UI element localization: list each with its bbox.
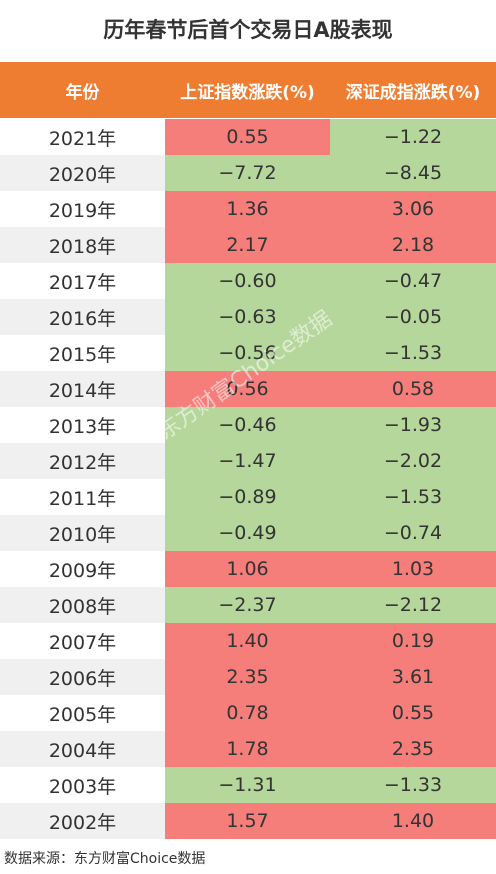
year-cell: 2013年 — [0, 407, 165, 443]
table-row: 2002年 1.57 1.40 — [0, 803, 496, 839]
value-cell: 0.19 — [330, 623, 496, 659]
value-cell: −2.12 — [330, 587, 496, 623]
value-cell: 1.78 — [165, 731, 330, 767]
value-cell: −0.56 — [165, 335, 330, 371]
value-cell: 0.58 — [330, 371, 496, 407]
table-row: 2016年 −0.63 −0.05 — [0, 299, 496, 335]
value-cell: 0.56 — [165, 371, 330, 407]
value-cell: −7.72 — [165, 155, 330, 191]
value-cell: −0.74 — [330, 515, 496, 551]
table-row: 2014年 0.56 0.58 — [0, 371, 496, 407]
value-cell: 0.55 — [330, 695, 496, 731]
table: 年份 上证指数涨跌(%) 深证成指涨跌(%) 2021年 0.55 −1.22 2020年 −… — [0, 62, 496, 839]
year-cell: 2008年 — [0, 587, 165, 623]
value-cell: 0.55 — [165, 119, 330, 155]
header-cell: 深证成指涨跌(%) — [330, 62, 496, 118]
value-cell: −2.02 — [330, 443, 496, 479]
table-row: 2021年 0.55 −1.22 — [0, 119, 496, 155]
year-cell: 2020年 — [0, 155, 165, 191]
year-cell: 2021年 — [0, 119, 165, 155]
value-cell: 3.61 — [330, 659, 496, 695]
table-row: 2015年 −0.56 −1.53 — [0, 335, 496, 371]
year-cell: 2009年 — [0, 551, 165, 587]
year-cell: 2005年 — [0, 695, 165, 731]
table-row: 2012年 −1.47 −2.02 — [0, 443, 496, 479]
value-cell: 3.06 — [330, 191, 496, 227]
value-cell: −0.89 — [165, 479, 330, 515]
value-cell: −0.47 — [330, 263, 496, 299]
value-cell: 2.17 — [165, 227, 330, 263]
value-cell: 1.57 — [165, 803, 330, 839]
year-cell: 2010年 — [0, 515, 165, 551]
year-cell: 2003年 — [0, 767, 165, 803]
table-row: 2008年 −2.37 −2.12 — [0, 587, 496, 623]
value-cell: 0.78 — [165, 695, 330, 731]
table-row: 2018年 2.17 2.18 — [0, 227, 496, 263]
value-cell: −1.47 — [165, 443, 330, 479]
year-cell: 2014年 — [0, 371, 165, 407]
value-cell: −1.53 — [330, 335, 496, 371]
value-cell: −0.49 — [165, 515, 330, 551]
table-row: 2017年 −0.60 −0.47 — [0, 263, 496, 299]
year-cell: 2017年 — [0, 263, 165, 299]
header-cell: 上证指数涨跌(%) — [165, 62, 330, 118]
table-row: 2011年 −0.89 −1.53 — [0, 479, 496, 515]
year-cell: 2002年 — [0, 803, 165, 839]
year-cell: 2019年 — [0, 191, 165, 227]
table-row: 2013年 −0.46 −1.93 — [0, 407, 496, 443]
year-cell: 2015年 — [0, 335, 165, 371]
title: 历年春节后首个交易日A股表现 — [103, 18, 393, 42]
value-cell: −1.93 — [330, 407, 496, 443]
value-cell: 1.40 — [330, 803, 496, 839]
value-cell: −1.31 — [165, 767, 330, 803]
header-row: 年份 上证指数涨跌(%) 深证成指涨跌(%) — [0, 62, 496, 118]
table-row: 2007年 1.40 0.19 — [0, 623, 496, 659]
header-cell: 年份 — [0, 62, 165, 118]
value-cell: −0.60 — [165, 263, 330, 299]
value-cell: 1.03 — [330, 551, 496, 587]
year-cell: 2006年 — [0, 659, 165, 695]
value-cell: 2.35 — [165, 659, 330, 695]
table-row: 2010年 −0.49 −0.74 — [0, 515, 496, 551]
source: 数据来源：东方财富Choice数据 — [4, 851, 206, 867]
value-cell: −0.63 — [165, 299, 330, 335]
value-cell: −1.22 — [330, 119, 496, 155]
value-cell: 2.35 — [330, 731, 496, 767]
table-row: 2005年 0.78 0.55 — [0, 695, 496, 731]
table-row: 2006年 2.35 3.61 — [0, 659, 496, 695]
year-cell: 2007年 — [0, 623, 165, 659]
table-row: 2003年 −1.31 −1.33 — [0, 767, 496, 803]
value-cell: −0.05 — [330, 299, 496, 335]
table-row: 2020年 −7.72 −8.45 — [0, 155, 496, 191]
value-cell: −8.45 — [330, 155, 496, 191]
year-cell: 2012年 — [0, 443, 165, 479]
year-cell: 2011年 — [0, 479, 165, 515]
value-cell: −0.46 — [165, 407, 330, 443]
year-cell: 2016年 — [0, 299, 165, 335]
value-cell: −2.37 — [165, 587, 330, 623]
table-row: 2019年 1.36 3.06 — [0, 191, 496, 227]
value-cell: 1.36 — [165, 191, 330, 227]
value-cell: 1.40 — [165, 623, 330, 659]
year-cell: 2004年 — [0, 731, 165, 767]
value-cell: 1.06 — [165, 551, 330, 587]
year-cell: 2018年 — [0, 227, 165, 263]
table-row: 2009年 1.06 1.03 — [0, 551, 496, 587]
value-cell: 2.18 — [330, 227, 496, 263]
table-row: 2004年 1.78 2.35 — [0, 731, 496, 767]
value-cell: −1.53 — [330, 479, 496, 515]
value-cell: −1.33 — [330, 767, 496, 803]
